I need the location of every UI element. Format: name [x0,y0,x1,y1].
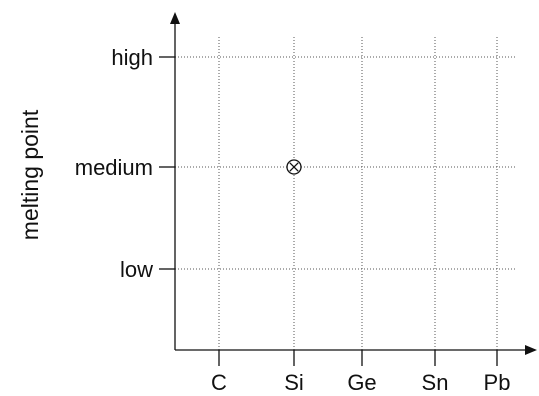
axes [170,12,537,355]
x-tick-label: Pb [484,370,511,395]
y-tick-label: medium [75,155,153,180]
tick-labels: C Si Ge Sn Pb low medium high [75,45,511,395]
data-point [286,159,302,175]
x-tick-label: Si [284,370,304,395]
x-tick-label: Sn [422,370,449,395]
x-tick-label: C [211,370,227,395]
grid [175,37,516,350]
x-tick-label: Ge [347,370,376,395]
y-tick-label: high [111,45,153,70]
data-point-cross [289,162,299,172]
ticks [159,56,498,366]
data-points [286,159,302,175]
y-axis-title: melting point [17,109,43,240]
y-tick-label: low [120,257,153,282]
